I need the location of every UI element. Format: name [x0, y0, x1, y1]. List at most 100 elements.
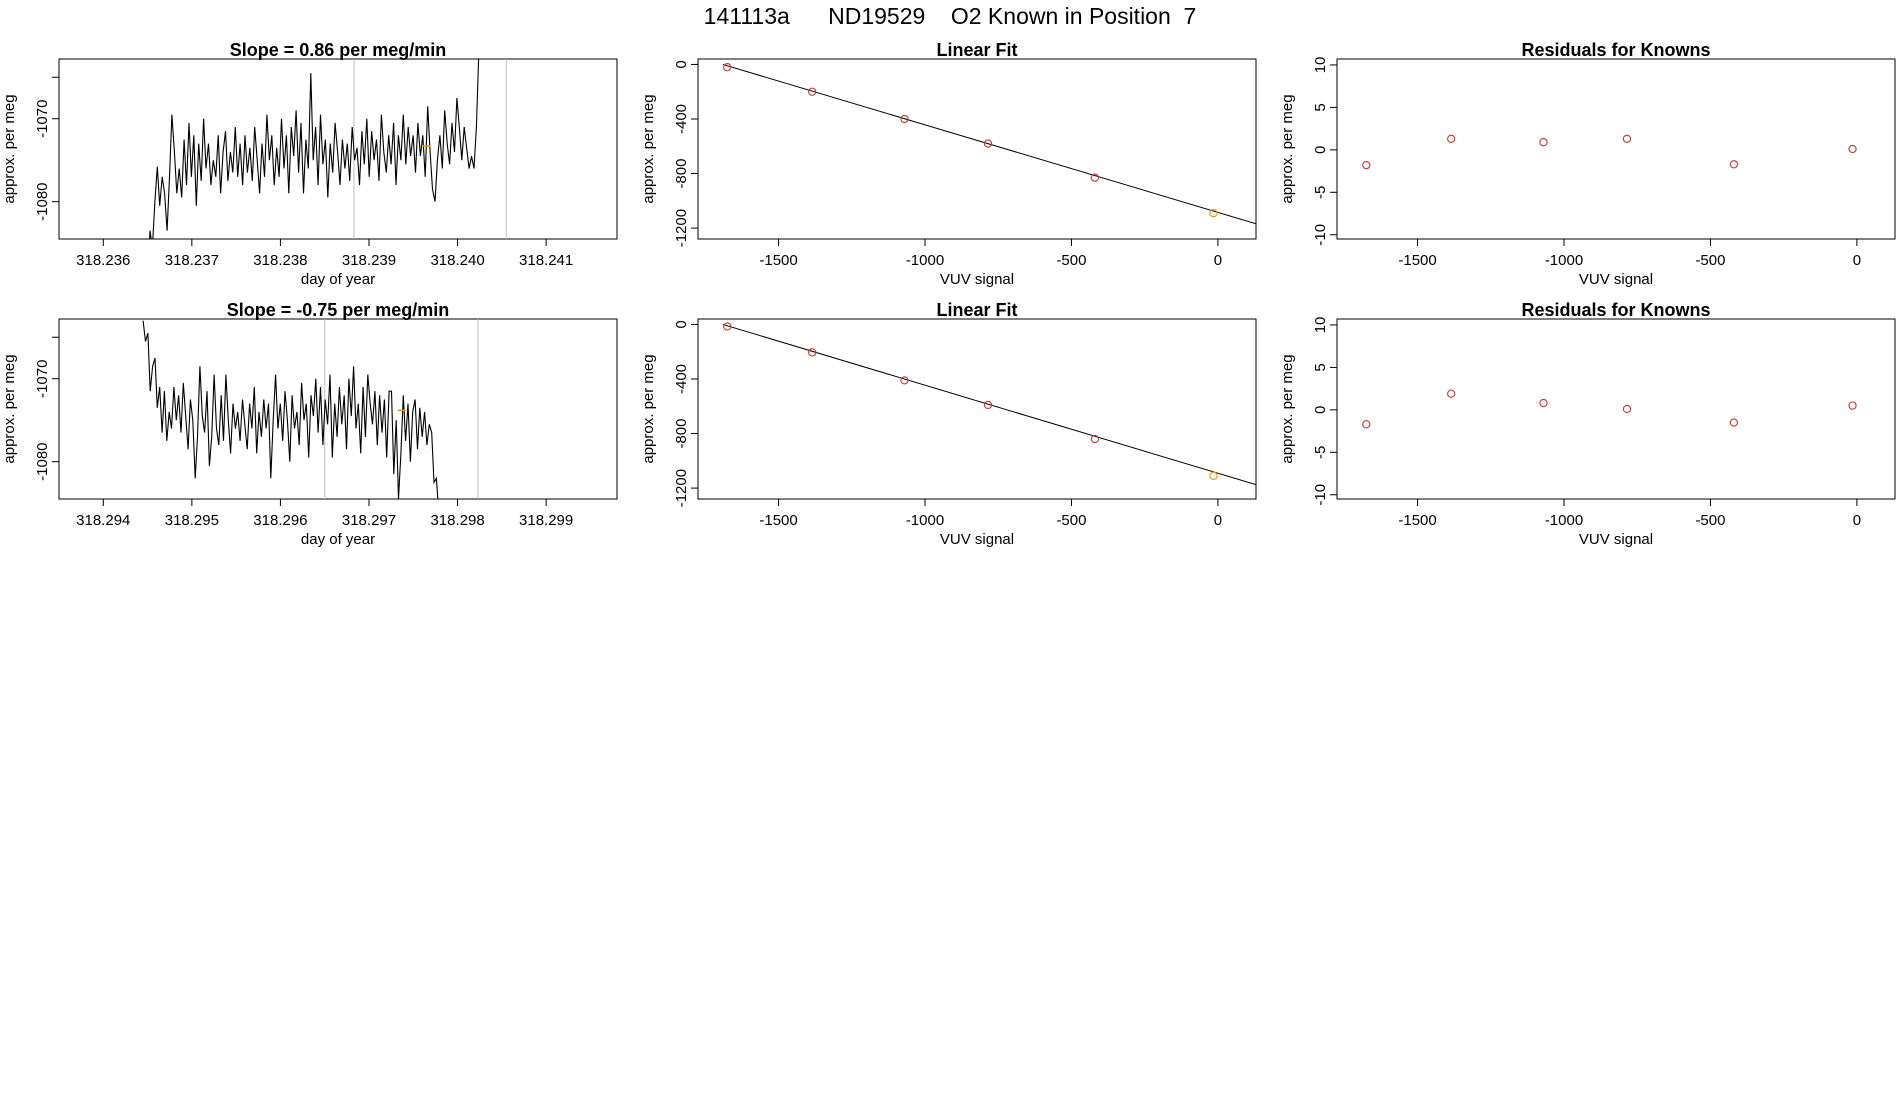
data-point: [1622, 134, 1632, 143]
panel-res-1: Residuals for Knowns -1500 -1000 -500 0 10 5 0 -…: [1279, 40, 1896, 288]
series-line: [149, 59, 480, 239]
x-tick-label: 318.296: [253, 512, 307, 529]
x-tick-label: -1000: [906, 252, 944, 269]
x-axis-label: day of year: [301, 531, 375, 548]
data-point: [1729, 160, 1739, 169]
x-tick-label: -1000: [1545, 512, 1583, 529]
y-tick-label: -10: [1312, 224, 1329, 246]
y-tick-label: -1200: [673, 469, 690, 507]
x-tick-label: 318.238: [253, 252, 307, 269]
y-axis-label: approx. per meg: [1, 94, 18, 203]
plot-frame: [1336, 58, 1896, 240]
plot-frame: [697, 318, 1257, 500]
panel-title: Slope = 0.86 per meg/min: [230, 40, 447, 60]
x-axis-label: VUV signal: [940, 531, 1014, 548]
data-point: [1090, 434, 1100, 444]
x-tick-label: 0: [1853, 512, 1861, 529]
data-point: [1848, 401, 1857, 410]
plot-frame: [1336, 318, 1896, 500]
x-tick-label: 318.240: [430, 252, 484, 269]
data-point: [1209, 471, 1218, 480]
panel-ts-1: Slope = 0.86 per meg/min 318.236 318.237 31…: [1, 40, 618, 288]
series-line: [142, 320, 439, 499]
y-tick-label: 5: [1312, 363, 1329, 371]
y-tick-label: 0: [1312, 406, 1329, 414]
y-tick-label: -10: [1312, 484, 1329, 506]
y-tick-label: -1070: [34, 360, 51, 398]
x-tick-label: 318.299: [519, 512, 573, 529]
data-point: [983, 139, 993, 148]
x-axis-label: VUV signal: [1579, 271, 1653, 288]
x-tick-label: -1500: [759, 252, 797, 269]
data-point: [1362, 160, 1371, 170]
y-tick-label: 10: [1312, 317, 1329, 334]
x-tick-label: 318.295: [165, 512, 219, 529]
y-tick-label: 0: [673, 320, 690, 328]
plot-frame: [58, 58, 618, 240]
y-tick-label: 0: [673, 60, 690, 68]
x-tick-label: -1000: [906, 512, 944, 529]
x-tick-label: -1500: [1398, 512, 1436, 529]
panel-res-2: Residuals for Knowns -1500 -1000 -500 0 10 5 0 -…: [1279, 300, 1896, 548]
fit-line: [722, 323, 1256, 486]
fit-line: [722, 63, 1256, 225]
y-tick-label: -1070: [34, 100, 51, 138]
plot-area: [142, 319, 479, 499]
y-axis-label: approx. per meg: [1279, 94, 1296, 203]
y-tick-label: -800: [673, 419, 690, 449]
y-tick-label: -1080: [34, 442, 51, 480]
panel-title: Linear Fit: [936, 40, 1017, 60]
data-point: [1539, 398, 1548, 408]
y-tick-label: -1080: [34, 182, 51, 220]
data-point: [1848, 144, 1857, 154]
data-point: [1090, 173, 1100, 182]
x-axis-label: VUV signal: [940, 271, 1014, 288]
x-tick-label: -1500: [1398, 252, 1436, 269]
panel-ts-2: Slope = -0.75 per meg/min 318.294 318.295 3…: [1, 300, 618, 548]
x-tick-label: 318.297: [342, 512, 396, 529]
data-point: [723, 322, 732, 331]
x-tick-label: -500: [1695, 252, 1725, 269]
y-tick-label: -800: [673, 159, 690, 189]
panel-title: Residuals for Knowns: [1521, 40, 1710, 60]
y-tick-label: -400: [673, 104, 690, 134]
panel-title: Residuals for Knowns: [1521, 300, 1710, 320]
data-point: [1447, 389, 1456, 398]
y-tick-label: -400: [673, 364, 690, 394]
y-axis-label: approx. per meg: [640, 354, 657, 463]
x-axis-label: VUV signal: [1579, 531, 1653, 548]
data-point: [1362, 420, 1371, 429]
data-point: [1622, 404, 1632, 414]
data-point: [1209, 208, 1218, 218]
y-tick-label: -5: [1312, 446, 1329, 459]
x-tick-label: 0: [1214, 512, 1222, 529]
plot-frame: [58, 318, 618, 500]
panel-fit-1: Linear Fit -1500 -1000 -500 0 0 -400 -800 -1200 V…: [640, 40, 1257, 288]
plot-area: [722, 322, 1256, 486]
panel-fit-2: Linear Fit -1500 -1000 -500 0 0 -400 -800 -1200 V…: [640, 300, 1257, 548]
panel-title: Slope = -0.75 per meg/min: [227, 300, 450, 320]
x-tick-label: -500: [1695, 512, 1725, 529]
x-tick-label: 0: [1214, 252, 1222, 269]
data-point: [1729, 418, 1739, 427]
x-tick-label: 318.237: [165, 252, 219, 269]
data-point: [1539, 138, 1548, 147]
x-tick-label: 0: [1853, 252, 1861, 269]
y-tick-label: -1200: [673, 209, 690, 247]
panel-title: Linear Fit: [936, 300, 1017, 320]
y-tick-label: 5: [1312, 103, 1329, 111]
x-tick-label: -500: [1056, 252, 1086, 269]
y-axis-label: approx. per meg: [640, 94, 657, 203]
y-tick-label: 10: [1312, 57, 1329, 74]
data-point: [983, 400, 993, 410]
x-tick-label: 318.236: [76, 252, 130, 269]
data-point: [900, 114, 909, 124]
x-axis-label: day of year: [301, 271, 375, 288]
data-point: [900, 376, 909, 385]
data-point: [808, 348, 817, 357]
x-tick-label: -1500: [759, 512, 797, 529]
plot-area: [722, 63, 1256, 225]
plot-area: [1362, 134, 1857, 170]
data-point: [723, 63, 732, 72]
